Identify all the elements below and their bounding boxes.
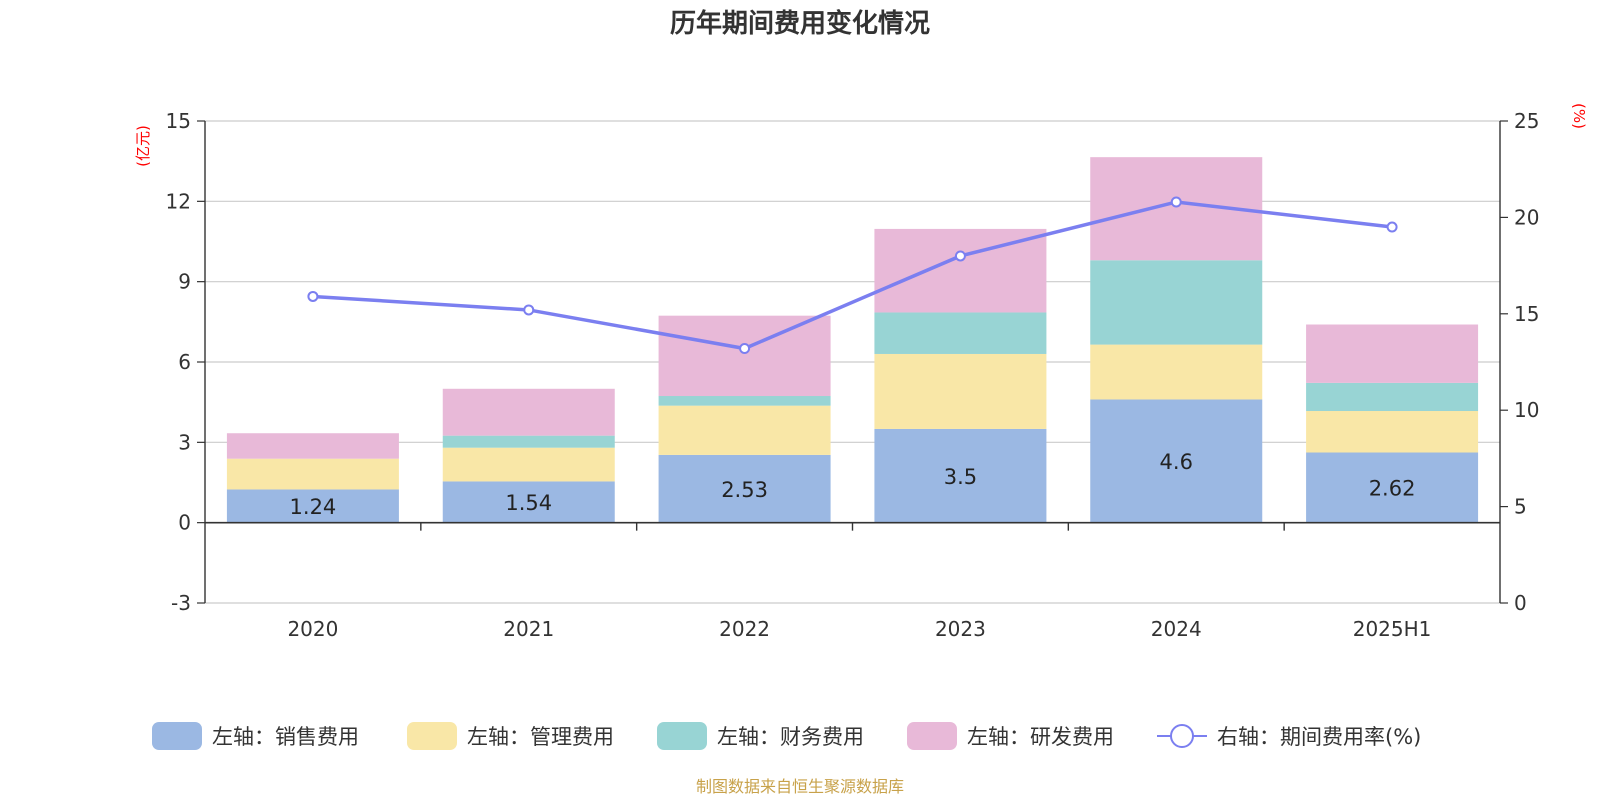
legend-label: 右轴：期间费用率(%) [1217,725,1421,749]
bar-segment-1 [658,405,831,455]
legend-label: 左轴：财务费用 [717,725,864,749]
axes: -3 0 3 6 9 12 15 0 5 10 15 20 25 2020 2021 2022 2023 2024… [166,109,1540,641]
legend-swatch [152,722,202,750]
right-tick-label: 0 [1514,591,1527,615]
right-tick-label: 20 [1514,205,1539,229]
bar-data-label: 3.5 [944,465,977,489]
bar-segment-2 [1306,382,1479,412]
legend-swatch [907,722,957,750]
bar-data-label: 2.53 [721,478,768,502]
bar-segment-0 [658,454,831,523]
legend-swatch [657,722,707,750]
bar-data-label: 1.54 [505,491,552,515]
legend: 左轴：销售费用 左轴：管理费用 左轴：财务费用 左轴：研发费用 右轴：期间费用率(%) [152,722,1421,750]
rate-point [1170,196,1182,208]
x-tick-label: 2021 [503,617,554,641]
right-axis-unit: (%) [1570,103,1588,129]
bar-segment-1 [1306,411,1479,453]
source-note: 制图数据来自恒生聚源数据库 [696,777,904,796]
rate-point [739,343,751,355]
bar-segment-1 [874,353,1047,429]
legend-label: 左轴：研发费用 [967,725,1114,749]
data-labels: 1.24 1.54 2.53 3.5 4.6 2.62 [290,450,1416,519]
grid-lines [205,120,1500,604]
bar-segment-3 [442,388,615,436]
x-tick-label: 2022 [719,617,770,641]
bar-segment-0 [874,428,1047,523]
x-tick-label: 2025H1 [1353,617,1432,641]
bar-segment-2 [874,312,1047,354]
rate-point [1386,221,1398,233]
right-tick-label: 15 [1514,302,1539,326]
bar-segment-2 [1090,260,1263,345]
rate-line [307,196,1398,355]
left-tick-label: 6 [178,350,191,374]
rate-point [307,290,319,302]
x-tick-label: 2020 [287,617,338,641]
rate-polyline [312,200,1393,351]
left-tick-label: 15 [166,109,191,133]
legend-label: 左轴：销售费用 [212,725,359,749]
bar-segment-1 [1090,344,1263,400]
bar-segment-1 [442,447,615,482]
rate-point [523,304,535,316]
legend-circle-icon [1170,724,1194,748]
bar-segment-0 [1090,399,1263,523]
bar-segment-3 [658,315,831,397]
chart-title: 历年期间费用变化情况 [670,8,930,39]
bar-data-label: 4.6 [1160,450,1193,474]
bar-data-label: 2.62 [1369,477,1416,501]
bar-segment-0 [1306,452,1479,523]
x-tick-label: 2024 [1151,617,1202,641]
left-tick-label: 9 [178,270,191,294]
bar-data-label: 1.24 [290,495,337,519]
left-tick-label: 0 [178,511,191,535]
rate-point [954,250,966,262]
left-tick-label: -3 [171,591,191,615]
bar-segment-2 [442,435,615,448]
right-tick-label: 10 [1514,398,1539,422]
left-tick-label: 3 [178,430,191,454]
x-tick-label: 2023 [935,617,986,641]
legend-swatch [407,722,457,750]
bar-segment-1 [226,458,399,490]
bar-segment-3 [226,433,399,459]
bar-segment-2 [658,396,831,406]
left-axis-unit: (亿元) [134,125,152,167]
right-tick-label: 25 [1514,109,1539,133]
bar-segment-0 [226,489,399,523]
left-tick-label: 12 [166,189,191,213]
bar-segment-3 [1306,324,1479,383]
legend-label: 左轴：管理费用 [467,725,614,749]
bars [226,157,1479,523]
right-tick-label: 5 [1514,495,1527,519]
bar-segment-0 [442,481,615,523]
